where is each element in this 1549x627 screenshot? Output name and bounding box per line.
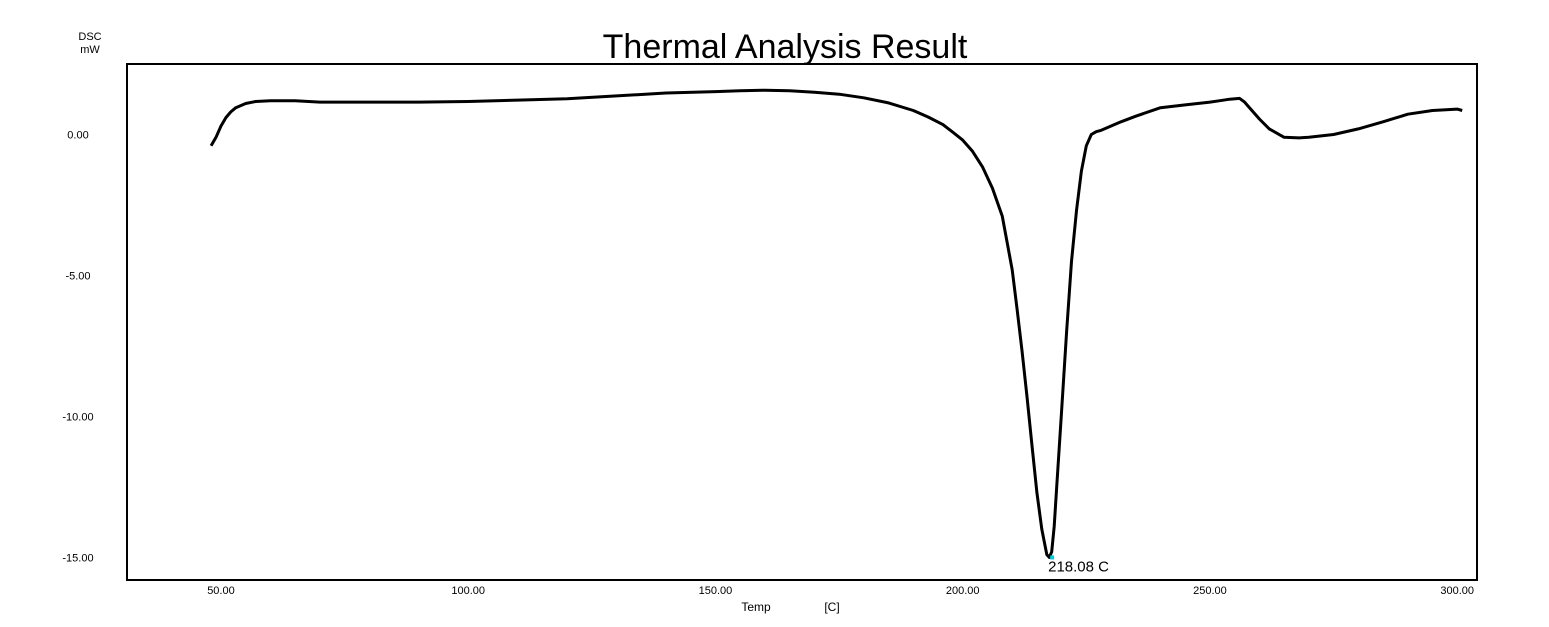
x-tick-label: 300.00: [1440, 585, 1474, 597]
peak-label: 218.08 C: [1048, 558, 1109, 575]
y-tick-label: -10.00: [62, 411, 93, 423]
peak-marker: [1050, 555, 1055, 560]
x-tick-label: 50.00: [207, 585, 235, 597]
x-axis-unit: [C]: [824, 600, 839, 614]
chart-title: Thermal Analysis Result: [603, 28, 968, 66]
x-tick-label: 200.00: [946, 585, 980, 597]
x-tick-label: 150.00: [699, 585, 733, 597]
y-tick-label: -15.00: [62, 552, 93, 564]
plot-frame: [126, 63, 1478, 581]
y-axis-unit: mW: [80, 44, 100, 56]
dsc-curve-line: [209, 88, 1463, 559]
y-tick-label: -5.00: [65, 270, 90, 282]
y-axis-ticks: 0.00 -5.00 -10.00 -15.00: [62, 129, 93, 564]
y-tick-label: 0.00: [67, 129, 88, 141]
x-tick-label: 250.00: [1193, 585, 1227, 597]
x-axis-label: Temp: [741, 600, 771, 614]
y-axis-label: DSC: [78, 31, 101, 43]
peak-annotation: 218.08 C: [1048, 555, 1109, 575]
x-axis-ticks: 50.00 100.00 150.00 200.00 250.00 300.00: [207, 585, 1474, 597]
x-tick-label: 100.00: [451, 585, 485, 597]
